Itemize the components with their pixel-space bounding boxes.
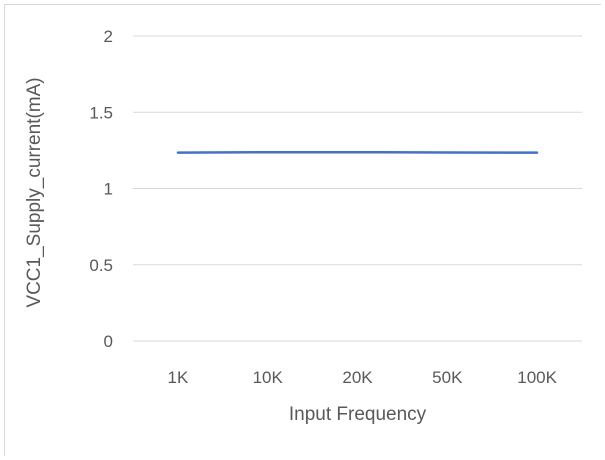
x-tick-label: 10K [253,368,284,387]
chart-frame [4,4,601,456]
y-tick-label: 2 [104,27,113,46]
y-tick-labels: 0 0.5 1 1.5 2 [89,27,113,351]
x-tick-label: 20K [342,368,373,387]
y-tick-label: 1 [104,180,113,199]
x-axis-title: Input Frequency [289,404,427,425]
y-tick-label: 0.5 [89,256,113,275]
y-axis-title: VCC1_Supply_current(mA) [24,77,45,307]
x-tick-label: 1K [168,368,189,387]
gridlines [133,35,582,342]
x-tick-labels: 1K 10K 20K 50K 100K [168,368,558,387]
x-tick-label: 100K [517,368,557,387]
y-tick-label: 0 [104,332,113,351]
y-tick-label: 1.5 [89,103,113,122]
x-tick-label: 50K [432,368,463,387]
